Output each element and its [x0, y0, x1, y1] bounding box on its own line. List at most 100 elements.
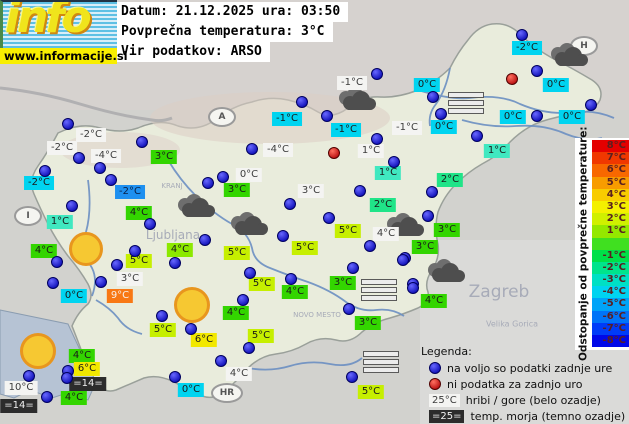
legend-item-text: na voljo so podatki zadnje ure	[447, 361, 613, 375]
station-temp-label: 3°C	[297, 184, 325, 198]
station-dot-ok	[169, 257, 181, 269]
station-temp-label: 3°C	[354, 316, 382, 330]
dark-label-sample: =25=	[429, 409, 465, 423]
sun-icon	[174, 287, 210, 323]
logo-url[interactable]: www.informacije.si	[0, 48, 128, 64]
station-dot-ok	[47, 277, 59, 289]
station-temp-label: 5°C	[125, 254, 153, 268]
logo[interactable]: info www.informacije.si	[0, 0, 128, 64]
station-dot-ok	[422, 210, 434, 222]
station-dot-ok	[144, 218, 156, 230]
station-dot-ok	[346, 371, 358, 383]
station-dot-ok	[388, 156, 400, 168]
station-temp-label: 5°C	[334, 224, 362, 238]
station-temp-label: 3°C	[433, 223, 461, 237]
station-dot-ok	[111, 259, 123, 271]
scale-tick	[592, 237, 629, 250]
station-temp-label: 5°C	[291, 241, 319, 255]
legend-item: =25= temp. morja (temno ozadje)	[429, 408, 625, 424]
station-temp-label: 0°C	[430, 120, 458, 134]
station-temp-label: -2°C	[512, 41, 542, 55]
cloud-icon	[334, 87, 378, 117]
scale-tick: 4°C	[592, 188, 629, 201]
station-temp-label: 2°C	[436, 173, 464, 187]
station-temp-label: 5°C	[223, 246, 251, 260]
station-temp-label: 4°C	[125, 206, 153, 220]
scale-tick: -3°C	[592, 274, 629, 287]
legend-item-text: temp. morja (temno ozadje)	[470, 409, 626, 423]
fog-icon	[361, 279, 397, 303]
station-temp-label: 1°C	[374, 166, 402, 180]
white-label-sample: 25°C	[429, 393, 460, 407]
northern-border-ridge	[0, 86, 173, 123]
station-temp-label: 2°C	[369, 198, 397, 212]
city-label: KRANJ	[161, 182, 183, 190]
station-dot-ok	[66, 200, 78, 212]
scale-tick: 6°C	[592, 164, 629, 177]
station-dot-ok	[39, 165, 51, 177]
station-temp-label: -1°C	[337, 76, 367, 90]
red-dot-icon	[429, 378, 441, 390]
station-temp-label: 1°C	[46, 215, 74, 229]
station-dot-ok	[51, 256, 63, 268]
cloud-icon	[173, 194, 217, 224]
station-dot-ok	[169, 371, 181, 383]
station-temp-label: 6°C	[73, 362, 101, 376]
scale-tick: 2°C	[592, 213, 629, 226]
station-dot-no-data	[328, 147, 340, 159]
city-label: NOVO MESTO	[293, 311, 341, 319]
map-legend: Legenda: na voljo so podatki zadnje ure n…	[421, 345, 625, 424]
station-temp-label: -1°C	[331, 123, 361, 137]
station-temp-label: 1°C	[357, 144, 385, 158]
temperature-scale: Odstopanje od povprečne temperature: 8°C…	[575, 127, 629, 361]
city-label: Ljubljana	[145, 228, 201, 242]
station-dot-ok	[435, 108, 447, 120]
station-dot-ok	[531, 65, 543, 77]
scale-tick: 7°C	[592, 152, 629, 165]
station-temp-label: 4°C	[281, 285, 309, 299]
fog-icon	[448, 92, 484, 116]
station-temp-label: 4°C	[372, 227, 400, 241]
station-temp-label: -1°C	[272, 112, 302, 126]
station-dot-ok	[95, 276, 107, 288]
station-temp-label: -2°C	[76, 128, 106, 142]
station-dot-ok	[471, 130, 483, 142]
blue-dot-icon	[429, 362, 441, 374]
station-temp-label: 3°C	[411, 240, 439, 254]
station-dot-ok	[61, 372, 73, 384]
station-temp-label: 0°C	[542, 78, 570, 92]
station-temp-label: 10°C	[4, 381, 38, 395]
logo-text: info	[5, 0, 92, 43]
header-source-line: Vir podatkov: ARSO	[115, 42, 270, 62]
station-temp-label: 0°C	[558, 110, 586, 124]
cloud-icon	[423, 259, 467, 289]
station-temp-label: 6°C	[190, 333, 218, 347]
station-temp-label: -1°C	[392, 121, 422, 135]
sun-icon	[69, 232, 103, 266]
station-dot-ok	[136, 136, 148, 148]
station-dot-ok	[23, 370, 35, 382]
legend-item: ni podatka za zadnjo uro	[429, 376, 625, 392]
cloud-icon	[546, 43, 590, 73]
station-dot-ok	[427, 91, 439, 103]
station-temp-label: -2°C	[47, 141, 77, 155]
station-dot-ok	[185, 323, 197, 335]
station-dot-ok	[585, 99, 597, 111]
scale-tick: -2°C	[592, 261, 629, 275]
station-dot-ok	[246, 143, 258, 155]
station-dot-ok	[347, 262, 359, 274]
station-temp-label: 9°C	[106, 289, 134, 303]
station-temp-label: 3°C	[116, 272, 144, 286]
scale-tick: -1°C	[592, 249, 629, 262]
station-temp-label: 0°C	[413, 78, 441, 92]
station-dot-ok	[277, 230, 289, 242]
legend-item-text: hribi / gore (belo ozadje)	[465, 393, 601, 407]
station-temp-label: -2°C	[115, 185, 145, 199]
station-temp-label: 5°C	[149, 323, 177, 337]
legend-item-text: ni podatka za zadnjo uro	[447, 377, 583, 391]
station-dot-no-data	[506, 73, 518, 85]
legend-items: na voljo so podatki zadnje ure ni podatka…	[421, 360, 625, 424]
alps-terrain	[150, 92, 390, 144]
station-temp-label: 1°C	[483, 144, 511, 158]
